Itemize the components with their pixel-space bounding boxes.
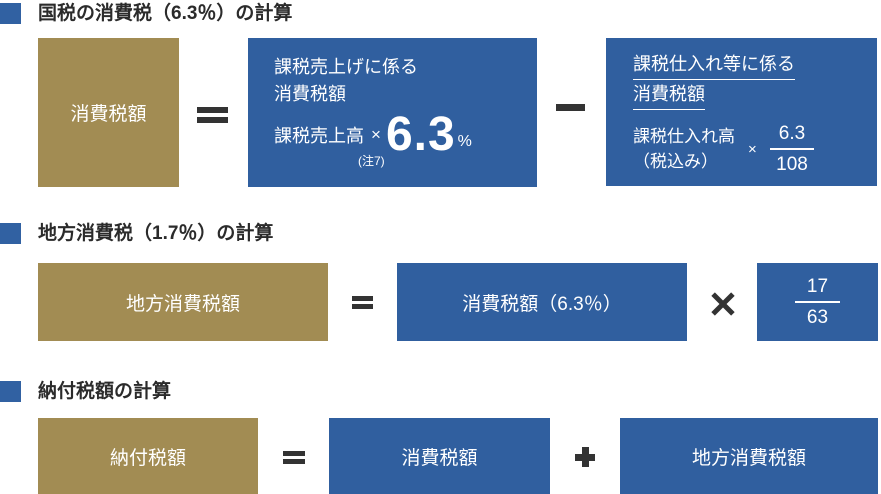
- taxable-sales-line2: 消費税額: [274, 84, 346, 104]
- national-tax-amount-box: 消費税額: [329, 418, 550, 494]
- purchase-base-line2: （税込み）: [633, 152, 718, 171]
- local-tax-result-label: 地方消費税額: [125, 293, 240, 315]
- section-title-payment: 納付税額の計算: [38, 381, 172, 402]
- national-tax-amount-label: 消費税額: [401, 447, 478, 469]
- percent-sign: %: [457, 133, 472, 150]
- sales-formula: 課税売上高 × 6.3 %: [274, 108, 537, 161]
- taxable-purchase-underline2: 消費税額: [633, 82, 705, 110]
- payment-tax-result-label: 納付税額: [109, 447, 186, 469]
- consumption-tax-6-3-box: 消費税額（6.3％）: [397, 263, 687, 341]
- section-bullet-icon: [0, 381, 21, 402]
- multiply-sign: [708, 289, 738, 319]
- fraction-denominator: 63: [806, 307, 829, 328]
- consumption-tax-result-label: 消費税額: [70, 104, 147, 125]
- taxable-purchase-underline1: 課税仕入れ等に係る: [633, 52, 795, 80]
- purchase-base-line1: 課税仕入れ高: [633, 127, 735, 146]
- tax-rate-value: 6.3: [385, 108, 456, 161]
- fraction-numerator: 6.3: [769, 123, 815, 150]
- consumption-tax-6-3-label: 消費税額（6.3％）: [462, 293, 622, 315]
- purchase-formula: 課税仕入れ高 （税込み） × 6.3 108: [633, 123, 877, 175]
- local-tax-amount-label: 地方消費税額: [691, 447, 806, 469]
- plus-sign: [575, 447, 595, 467]
- fraction-denominator: 108: [776, 154, 808, 175]
- section-title-national: 国税の消費税（6.3％）の計算: [38, 3, 293, 24]
- local-tax-amount-box: 地方消費税額: [620, 418, 878, 494]
- equals-sign: [283, 451, 305, 464]
- section-title-local: 地方消費税（1.7％）の計算: [38, 223, 274, 244]
- equals-sign: [197, 107, 228, 123]
- local-tax-result-box: 地方消費税額: [38, 263, 328, 341]
- taxable-purchase-box: 課税仕入れ等に係る 消費税額 課税仕入れ高 （税込み） × 6.3 108: [606, 38, 877, 186]
- fraction-17-over-63-box: 17 63: [757, 263, 878, 341]
- equals-sign: [352, 296, 373, 309]
- footnote-ref: (注7): [358, 154, 385, 168]
- multiply-sign: ×: [748, 140, 757, 158]
- payment-tax-result-box: 納付税額: [38, 418, 258, 494]
- fraction-numerator: 17: [794, 276, 841, 303]
- sales-base-label: 課税売上高: [274, 126, 364, 146]
- taxable-sales-box: 課税売上げに係る 消費税額 課税売上高 × 6.3 % (注7): [248, 38, 537, 187]
- section-bullet-icon: [0, 223, 21, 244]
- fraction-6-3-over-108: 6.3 108: [769, 123, 815, 175]
- consumption-tax-result-box: 消費税額: [38, 38, 179, 187]
- multiply-sign: ×: [371, 125, 381, 144]
- taxable-sales-line1: 課税売上げに係る: [274, 57, 418, 77]
- minus-sign: [556, 104, 585, 111]
- section-bullet-icon: [0, 3, 21, 24]
- fraction-17-over-63: 17 63: [794, 276, 841, 328]
